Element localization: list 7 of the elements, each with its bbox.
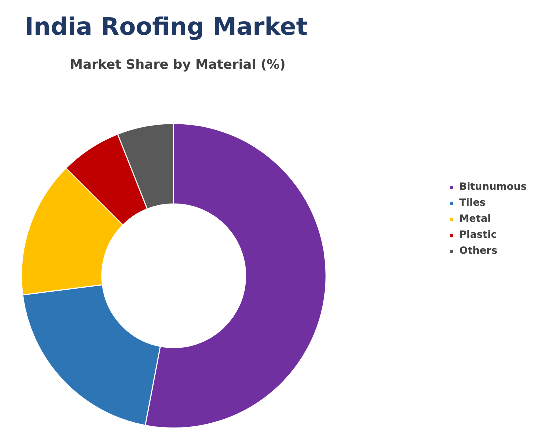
legend-label: Tiles (459, 198, 486, 209)
chart-subtitle: Market Share by Material (%) (70, 58, 286, 73)
legend-label: Plastic (459, 230, 498, 241)
legend-label: Others (459, 246, 498, 257)
legend-label: Bitunumous (459, 182, 528, 193)
legend-label: Metal (459, 214, 492, 225)
chart-title: India Roofing Market (25, 13, 308, 41)
